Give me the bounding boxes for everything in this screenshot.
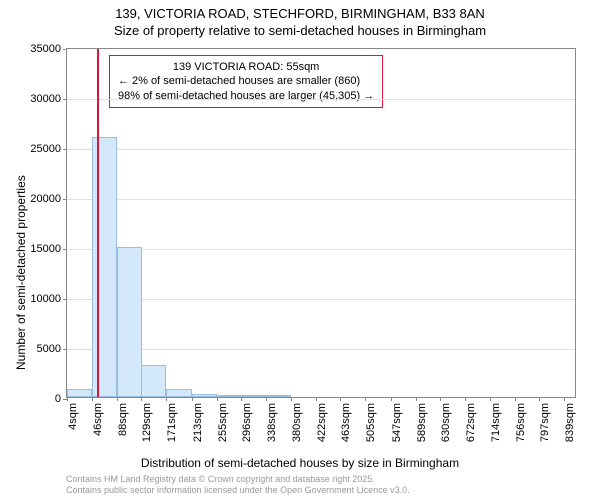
histogram-bar (117, 247, 142, 397)
annotation-line3: 98% of semi-detached houses are larger (… (118, 89, 374, 103)
x-tick-mark (192, 397, 193, 401)
y-tick-label: 25000 (30, 143, 67, 155)
y-tick-label: 15000 (30, 243, 67, 255)
footer-line1: Contains HM Land Registry data © Crown c… (66, 474, 410, 485)
x-tick-label: 4sqm (67, 403, 79, 430)
y-tick-label: 10000 (30, 293, 67, 305)
x-tick-label: 213sqm (192, 403, 204, 442)
x-tick-mark (340, 397, 341, 401)
x-tick-mark (490, 397, 491, 401)
grid-line (67, 149, 575, 150)
x-tick-mark (465, 397, 466, 401)
annotation-line2: ← 2% of semi-detached houses are smaller… (118, 74, 374, 88)
histogram-bar (241, 395, 266, 397)
x-tick-label: 88sqm (117, 403, 129, 436)
grid-line (67, 99, 575, 100)
x-tick-mark (266, 397, 267, 401)
y-tick-mark (63, 149, 67, 150)
x-tick-label: 797sqm (539, 403, 551, 442)
x-tick-mark (365, 397, 366, 401)
x-tick-mark (291, 397, 292, 401)
x-tick-label: 630sqm (440, 403, 452, 442)
histogram-bar (166, 389, 191, 397)
x-tick-label: 338sqm (266, 403, 278, 442)
x-tick-label: 380sqm (291, 403, 303, 442)
x-tick-mark (440, 397, 441, 401)
y-tick-mark (63, 199, 67, 200)
x-tick-label: 756sqm (515, 403, 527, 442)
x-tick-mark (564, 397, 565, 401)
x-axis-label: Distribution of semi-detached houses by … (0, 456, 600, 470)
y-axis-label: Number of semi-detached properties (14, 175, 28, 370)
x-tick-mark (117, 397, 118, 401)
y-tick-label: 30000 (30, 93, 67, 105)
x-tick-mark (92, 397, 93, 401)
x-tick-mark (67, 397, 68, 401)
x-tick-label: 505sqm (365, 403, 377, 442)
page-subtitle: Size of property relative to semi-detach… (0, 21, 600, 38)
x-tick-mark (217, 397, 218, 401)
reference-line (97, 49, 99, 397)
grid-line (67, 199, 575, 200)
x-tick-label: 589sqm (416, 403, 428, 442)
y-tick-mark (63, 349, 67, 350)
histogram-bar (141, 365, 166, 397)
y-tick-label: 35000 (30, 43, 67, 55)
x-tick-label: 129sqm (141, 403, 153, 442)
y-tick-mark (63, 249, 67, 250)
x-tick-mark (241, 397, 242, 401)
x-tick-mark (539, 397, 540, 401)
histogram-chart: 139 VICTORIA ROAD: 55sqm ← 2% of semi-de… (66, 48, 576, 398)
x-tick-label: 171sqm (166, 403, 178, 442)
histogram-bar (217, 395, 242, 397)
x-tick-mark (416, 397, 417, 401)
annotation-line1: 139 VICTORIA ROAD: 55sqm (118, 60, 374, 74)
y-tick-label: 20000 (30, 193, 67, 205)
x-tick-mark (391, 397, 392, 401)
x-tick-mark (166, 397, 167, 401)
x-tick-label: 463sqm (340, 403, 352, 442)
grid-line (67, 349, 575, 350)
grid-line (67, 249, 575, 250)
x-tick-label: 255sqm (217, 403, 229, 442)
y-tick-mark (63, 299, 67, 300)
histogram-bar (192, 394, 217, 397)
histogram-bar (67, 389, 92, 397)
x-tick-mark (515, 397, 516, 401)
y-tick-mark (63, 49, 67, 50)
x-tick-label: 422sqm (316, 403, 328, 442)
x-tick-mark (141, 397, 142, 401)
footer-line2: Contains public sector information licen… (66, 485, 410, 496)
y-tick-mark (63, 99, 67, 100)
x-tick-label: 46sqm (92, 403, 104, 436)
x-tick-label: 547sqm (391, 403, 403, 442)
x-tick-label: 839sqm (564, 403, 576, 442)
histogram-bar (92, 137, 117, 397)
x-tick-label: 672sqm (465, 403, 477, 442)
grid-line (67, 299, 575, 300)
histogram-bar (266, 395, 291, 397)
x-tick-mark (316, 397, 317, 401)
footer-attribution: Contains HM Land Registry data © Crown c… (66, 474, 410, 496)
page-title: 139, VICTORIA ROAD, STECHFORD, BIRMINGHA… (0, 0, 600, 21)
x-tick-label: 296sqm (241, 403, 253, 442)
x-tick-label: 714sqm (490, 403, 502, 442)
